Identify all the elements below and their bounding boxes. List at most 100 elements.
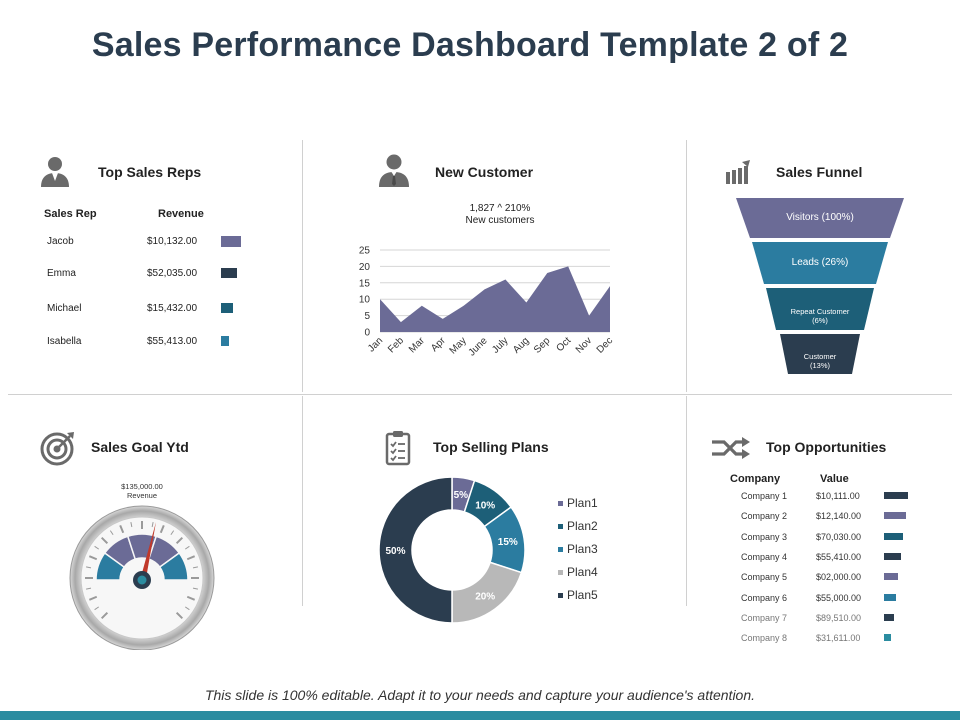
gauge-needle (139, 522, 156, 584)
rep-revenue-bar (221, 303, 233, 313)
x-tick-label: June (467, 335, 490, 358)
rep-revenue: $15,432.00 (147, 303, 198, 314)
legend-label: Plan2 (567, 519, 598, 533)
divider-vertical-left-top (302, 140, 303, 392)
opportunity-company: Company 6 (741, 592, 788, 603)
opportunity-bar (884, 634, 892, 642)
gauge-band (158, 551, 189, 581)
x-tick-label: Aug (511, 335, 531, 355)
legend-swatch (558, 500, 563, 506)
opportunity-company: Company 1 (741, 491, 788, 501)
value-header: Value (820, 473, 849, 485)
new-customer-note: 1,827 ^ 210% New customers (440, 203, 560, 227)
plan-legend-item: Plan2 (558, 519, 598, 533)
top-sales-reps-title: Top Sales Reps (98, 164, 202, 180)
opportunity-bar (884, 492, 908, 499)
plan-legend-item: Plan3 (558, 542, 598, 556)
bottom-accent-strip (0, 711, 960, 720)
opportunity-value: $10,111.00 (816, 491, 860, 501)
gauge-tick (192, 566, 199, 569)
gauge-tick (94, 545, 100, 550)
donut-value-label: 5% (454, 490, 469, 501)
opportunity-company: Company 2 (741, 511, 788, 522)
sales-goal-title: Sales Goal Ytd (91, 439, 189, 455)
legend-swatch (558, 592, 563, 598)
y-tick-label: 0 (364, 328, 370, 339)
plan-legend-item: Plan4 (558, 565, 598, 579)
rep-revenue-bar (221, 268, 237, 278)
rep-name: Isabella (47, 336, 82, 347)
funnel-label-repeat-customer: Repeat Customer (6%) (790, 307, 850, 325)
legend-label: Plan4 (567, 565, 598, 579)
donut-value-label: 15% (498, 537, 518, 548)
opportunity-bar (884, 613, 894, 621)
x-tick-label: Apr (429, 335, 448, 354)
x-tick-label: Sep (532, 335, 553, 356)
legend-label: Plan1 (567, 496, 598, 510)
x-tick-label: Feb (386, 335, 406, 355)
gauge-caption-value: $135,000.00 (121, 482, 163, 491)
gauge-tick (85, 587, 92, 590)
opportunity-bar (884, 532, 904, 540)
new-customer-title: New Customer (435, 164, 534, 180)
user-icon (38, 154, 72, 193)
donut-value-label: 20% (475, 592, 495, 603)
plan-legend-item: Plan1 (558, 496, 598, 510)
gauge-tick (186, 555, 196, 561)
x-tick-label: May (448, 335, 469, 356)
funnel-stage-customer (780, 334, 860, 374)
new-customer-area (380, 266, 610, 332)
rep-name: Jacob (47, 236, 74, 247)
opportunity-value: $31,611.00 (816, 633, 861, 644)
rep-revenue-bar (221, 336, 229, 346)
legend-swatch (558, 546, 563, 552)
checklist-icon (384, 430, 412, 471)
gauge-tick (175, 611, 184, 620)
top-selling-plans-title: Top Selling Plans (433, 439, 549, 455)
opportunity-value: $55,410.00 (816, 551, 862, 562)
gauge-tick (192, 587, 199, 590)
gauge-tick (175, 536, 184, 545)
donut-value-label: 10% (475, 500, 495, 511)
opportunity-value: $12,140.00 (816, 511, 862, 522)
opportunity-bar (884, 593, 896, 601)
company-header: Company (730, 473, 781, 485)
sales-funnel-chart (736, 198, 904, 374)
x-tick-label: Mar (407, 335, 427, 355)
opportunity-company: Company 5 (741, 572, 788, 583)
page-title: Sales Performance Dashboard Template 2 o… (91, 26, 849, 64)
x-tick-label: Dec (595, 335, 615, 355)
gauge-ticks (85, 521, 199, 620)
gauge-tick (130, 521, 133, 528)
x-tick-label: July (490, 335, 510, 355)
gauge-tick (159, 524, 165, 534)
gauge-tick (151, 521, 154, 528)
gauge-tick (100, 536, 109, 545)
bar-chart-icon (724, 158, 752, 191)
opportunity-value: $70,030.00 (816, 531, 862, 542)
y-tick-label: 15 (359, 278, 371, 289)
footer-note: This slide is 100% editable. Adapt it to… (204, 687, 756, 703)
donut-slice-plan5 (378, 476, 453, 624)
y-tick-label: 20 (359, 262, 371, 273)
opportunity-company: Company 4 (741, 551, 788, 562)
gauge-tick (88, 595, 98, 601)
rep-revenue-bar (221, 236, 241, 247)
target-icon (40, 430, 76, 471)
opportunity-bar (884, 552, 901, 560)
opportunity-value: $02,000.00 (816, 572, 862, 583)
y-tick-label: 25 (359, 246, 371, 257)
sales-funnel-title: Sales Funnel (776, 164, 863, 180)
new-customer-note-line2: New customers (465, 215, 535, 226)
y-tick-label: 5 (364, 311, 370, 322)
opportunity-value: $55,000.00 (816, 592, 862, 603)
gauge-caption-label: Revenue (126, 491, 158, 500)
businessman-icon (376, 152, 412, 193)
x-tick-label: Nov (574, 335, 594, 355)
funnel-stage-repeat-customer (766, 288, 874, 330)
new-customer-note-line1: 1,827 ^ 210% (469, 203, 531, 214)
opportunity-company: Company 8 (741, 633, 788, 644)
gauge-hub-inner (137, 575, 147, 585)
legend-label: Plan5 (567, 588, 598, 602)
